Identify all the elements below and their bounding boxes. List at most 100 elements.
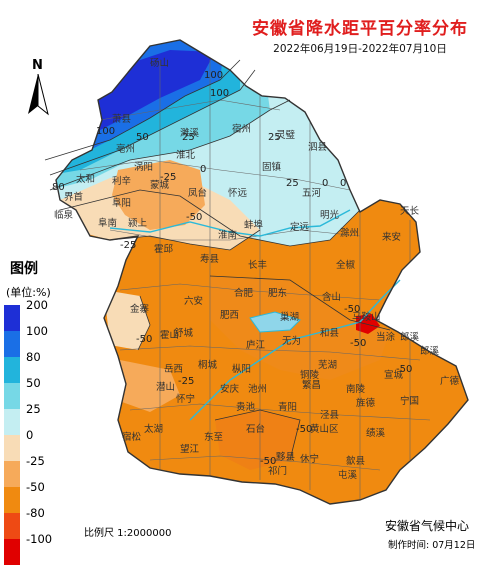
city-label: 歙县 [346,455,365,467]
city-label: 长丰 [248,259,267,271]
contour-value-label: 100 [96,126,115,137]
city-label: 霍山 [160,330,179,341]
city-label: 怀远 [228,187,248,199]
city-label: 寿县 [200,253,219,265]
city-label: 五河 [302,187,322,199]
dry-zone-25-west [120,360,180,412]
legend-swatch [4,305,20,331]
legend-swatch [4,461,20,487]
legend-label: 0 [26,428,34,442]
legend-label: -80 [26,506,45,520]
city-label: 芜湖 [318,359,337,371]
contour-value-label: -50 [260,456,276,467]
contour-value-label: 50 [136,132,149,143]
city-label: 滁州 [340,227,359,239]
city-label: 肥西 [220,310,239,321]
county-borders [79,60,431,500]
north-arrow-icon: N [24,58,54,118]
contour-value-label: -25 [160,172,176,183]
legend-title: 图例 [10,261,38,277]
legend-swatch [4,357,20,383]
legend-swatch [4,331,20,357]
city-label: 金寨 [130,303,150,315]
city-label: 蒙城 [150,179,170,191]
chao-lake [249,311,301,333]
city-label: 贵池 [236,401,256,413]
city-label: 屯溪 [338,469,358,481]
city-label: 繁昌 [302,379,321,391]
city-label: 旌德 [356,397,376,409]
legend-label: 100 [26,324,48,338]
legend-swatch [4,539,20,565]
yangtze-river [189,279,401,421]
city-label: 当涂 [376,331,396,343]
contour-value-label: -50 [396,364,412,375]
city-label: 桐城 [198,359,218,371]
city-label: 含山 [322,291,341,303]
legend-label: -50 [26,480,45,494]
contour-value-label: 0 [200,164,206,175]
province-border [55,39,469,505]
legend-label: -100 [26,532,53,546]
north-arrow-shape [28,74,49,116]
city-label: 潜山 [156,381,175,393]
contour-lines [44,59,391,461]
city-label: 枞阳 [232,363,251,375]
city-label: 固镇 [262,161,282,173]
north-label: N [32,58,43,73]
city-label: 萧县 [112,113,131,125]
city-label: 郎溪 [400,331,420,343]
map-date-range: 2022年06月19日-2022年07月10日 [273,43,447,55]
city-label: 岳西 [164,363,183,375]
contour-value-label: -50 [186,212,202,223]
city-label: 肥东 [268,287,287,299]
city-label: 青阳 [278,401,297,413]
legend-swatch [4,487,20,513]
city-label: 绩溪 [366,427,386,439]
city-label: 祁门 [268,465,287,477]
city-label: 太和 [76,173,95,185]
city-label: 和县 [320,328,339,339]
legend-unit: (单位:%) [6,286,51,299]
city-label: 淮南 [218,229,237,241]
legend-label: 50 [26,376,41,390]
city-label: 铜陵 [300,369,320,381]
legend-color-bar [4,305,20,565]
city-label: 巢湖 [280,311,299,323]
scale-label: 比例尺 1:2000000 [84,528,172,539]
contour-value-label: 25 [182,132,195,143]
legend-label: -25 [26,454,45,468]
city-label: 池州 [248,383,267,395]
city-label: 全椒 [336,259,356,271]
legend-swatch [4,383,20,409]
city-label: 舒城 [174,327,194,339]
city-label: 天长 [400,205,420,217]
city-label: 石台 [246,423,265,435]
city-label: 望江 [180,443,200,455]
contour-value-label: 25 [286,178,299,189]
city-label: 郎溪 [420,345,440,357]
city-label: 六安 [184,295,203,307]
contour-value-label: -50 [136,334,152,345]
contour-value-label: 100 [204,70,223,81]
city-label: 霍邱 [154,244,174,255]
city-label: 黟县 [276,452,295,463]
city-label: 明光 [320,209,340,221]
city-label: 利辛 [112,175,131,187]
city-label: 濉溪 [180,127,200,139]
dry-zone-50-center [210,276,390,380]
contour-value-label: 0 [340,178,346,189]
rivers [109,209,401,421]
made-time-label: 制作时间: 07月12日 [388,540,476,551]
legend-swatch [4,409,20,435]
city-label: 涡阳 [134,162,153,173]
city-label: 蚌埠 [244,219,264,231]
city-label: 广德 [440,375,460,387]
city-label: 颍上 [128,217,148,229]
city-label: 宿松 [122,431,142,443]
city-label: 马鞍山 [352,311,381,323]
city-label: 泗县 [308,142,327,153]
contour-label-layer: 100 100 100 80 50 25 25 0 25 -25 0 0 -25 -50 -50 -50 -50… [52,70,412,467]
